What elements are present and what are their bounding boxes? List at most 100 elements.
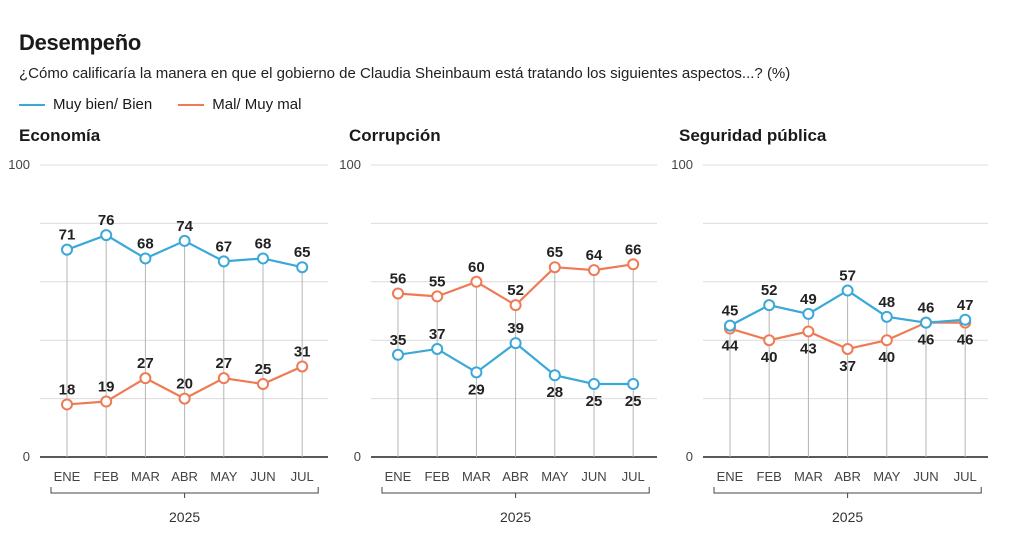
- year-label: 2025: [832, 509, 863, 525]
- data-label: 29: [468, 381, 485, 398]
- data-point: [588, 378, 600, 390]
- data-label: 19: [98, 379, 115, 396]
- data-point: [548, 261, 561, 274]
- chart-panel-2: Seguridad pública 0 100 ENE FEB MAR ABR MAY JUN J…: [671, 126, 988, 525]
- data-label: 74: [176, 218, 193, 235]
- x-tick-label: JUN: [250, 469, 275, 484]
- data-point: [841, 284, 854, 297]
- legend-swatch-positive: [19, 103, 45, 106]
- data-label: 65: [294, 244, 311, 261]
- data-point: [217, 255, 230, 268]
- data-point: [763, 299, 776, 312]
- year-bracket: [713, 487, 982, 494]
- data-point: [627, 378, 640, 390]
- x-tick-label: FEB: [425, 469, 450, 484]
- data-label: 40: [878, 349, 895, 366]
- data-label: 48: [878, 294, 895, 311]
- data-label: 20: [176, 376, 193, 393]
- data-label: 46: [918, 300, 935, 317]
- y-tick-label: 100: [8, 157, 30, 172]
- y-tick-label: 0: [354, 449, 361, 464]
- data-point: [841, 342, 854, 355]
- legend-item-negative: Mal/ Muy mal: [178, 96, 301, 113]
- y-tick-label: 100: [671, 157, 693, 172]
- data-point: [61, 243, 73, 256]
- data-label: 18: [59, 381, 76, 398]
- data-point: [257, 378, 269, 390]
- legend-item-positive: Muy bien/ Bien: [19, 96, 152, 113]
- data-label: 49: [800, 291, 817, 308]
- x-tick-label: ABR: [502, 469, 529, 484]
- chart-subtitle: ¿Cómo calificaría la manera en que el go…: [19, 65, 791, 82]
- data-point: [920, 316, 932, 329]
- y-tick-label: 100: [339, 157, 361, 172]
- data-point: [880, 310, 893, 323]
- data-point: [392, 287, 404, 300]
- x-tick-label: ENE: [54, 469, 81, 484]
- x-tick-label: ENE: [385, 469, 412, 484]
- legend-label-positive: Muy bien/ Bien: [53, 96, 153, 113]
- data-label: 68: [255, 235, 272, 252]
- x-tick-label: MAR: [462, 469, 491, 484]
- data-label: 52: [507, 282, 524, 299]
- x-tick-label: MAY: [873, 469, 901, 484]
- x-tick-label: JUL: [954, 469, 977, 484]
- data-point: [763, 334, 776, 347]
- data-point: [100, 229, 113, 242]
- data-point: [100, 395, 113, 408]
- data-label: 65: [546, 244, 563, 261]
- data-label: 44: [722, 338, 739, 355]
- legend: Muy bien/ Bien Mal/ Muy mal: [19, 96, 327, 113]
- data-point: [588, 264, 600, 277]
- x-tick-label: MAR: [131, 469, 160, 484]
- data-point: [724, 319, 736, 332]
- data-point: [139, 252, 152, 265]
- data-point: [431, 342, 444, 355]
- x-tick-label: MAR: [794, 469, 823, 484]
- x-tick-label: JUL: [291, 469, 314, 484]
- data-label: 37: [839, 358, 856, 375]
- data-label: 37: [429, 326, 446, 343]
- data-point: [139, 372, 152, 385]
- x-tick-label: MAY: [541, 469, 569, 484]
- data-point: [470, 275, 483, 288]
- year-bracket: [381, 487, 650, 494]
- data-label: 55: [429, 273, 446, 290]
- data-point: [61, 398, 73, 411]
- data-point: [802, 307, 815, 320]
- y-tick-label: 0: [686, 449, 693, 464]
- legend-swatch-negative: [178, 103, 205, 106]
- data-point: [880, 334, 893, 347]
- data-label: 67: [215, 238, 232, 255]
- data-point: [509, 299, 522, 312]
- data-label: 46: [918, 332, 935, 349]
- chart-panel-1: Corrupción 0 100 ENE FEB MAR ABR MAY JUN JUL 2025 5…: [339, 126, 657, 525]
- data-label: 28: [546, 384, 563, 401]
- chart-title: Desempeño: [19, 30, 142, 55]
- data-label: 35: [390, 332, 407, 349]
- data-label: 39: [507, 320, 524, 337]
- data-label: 52: [761, 282, 778, 299]
- x-tick-label: ABR: [171, 469, 198, 484]
- data-point: [959, 313, 972, 326]
- data-label: 25: [255, 361, 272, 378]
- data-point: [296, 360, 309, 373]
- data-label: 25: [586, 393, 603, 410]
- data-label: 76: [98, 212, 115, 229]
- data-point: [178, 234, 191, 247]
- data-label: 27: [215, 355, 232, 372]
- data-point: [802, 325, 815, 338]
- x-tick-label: ENE: [717, 469, 744, 484]
- x-tick-label: JUL: [622, 469, 645, 484]
- data-label: 68: [137, 235, 154, 252]
- x-tick-label: MAY: [210, 469, 238, 484]
- x-tick-label: FEB: [94, 469, 119, 484]
- data-point: [296, 261, 309, 274]
- year-label: 2025: [169, 509, 200, 525]
- data-label: 71: [59, 227, 76, 244]
- data-label: 27: [137, 355, 154, 372]
- x-tick-label: JUN: [581, 469, 606, 484]
- data-point: [392, 348, 404, 361]
- data-label: 45: [722, 303, 739, 320]
